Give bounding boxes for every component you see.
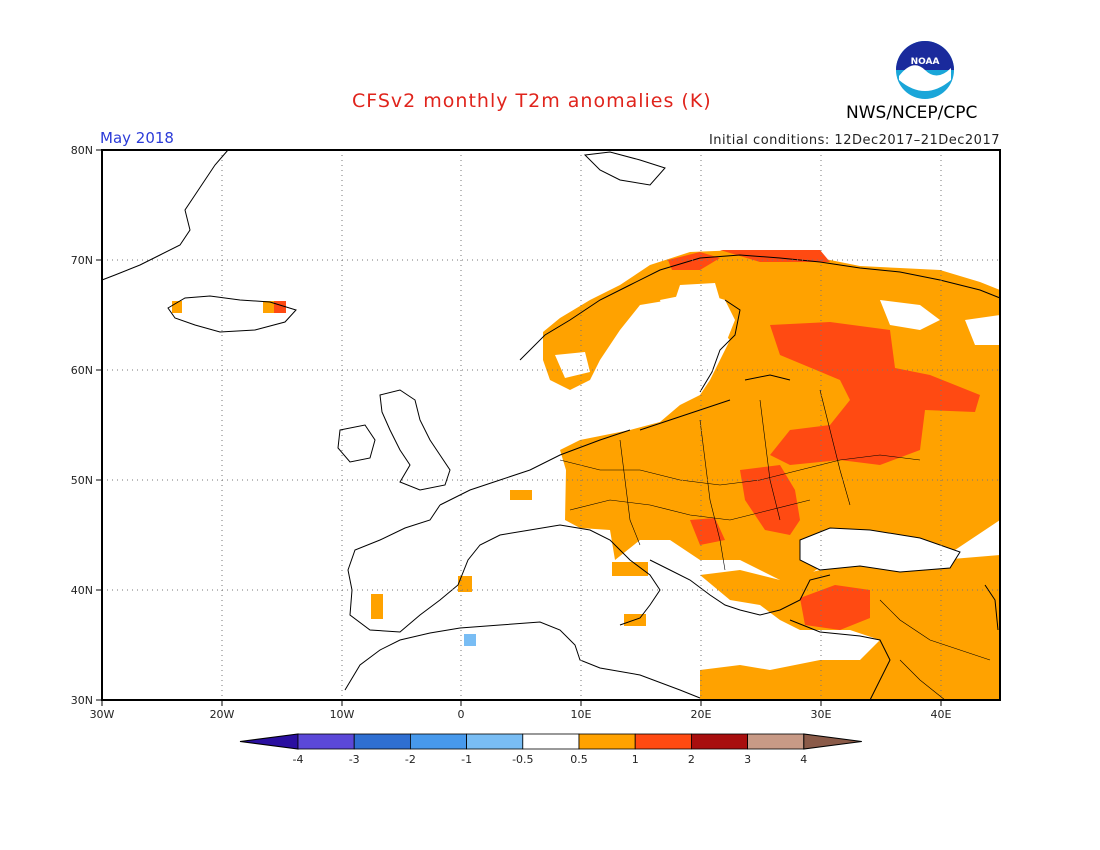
colorbar-swatch bbox=[578, 733, 636, 750]
anomaly-gap-russia-ne bbox=[965, 315, 1000, 345]
map-frame bbox=[101, 149, 1001, 701]
iberia-coast bbox=[347, 504, 661, 633]
svalbard-coast bbox=[583, 151, 666, 186]
lat-label: 40N bbox=[71, 584, 93, 597]
lat-label: 80N bbox=[71, 144, 93, 157]
logo-text: NOAA bbox=[911, 57, 940, 67]
colorbar-swatch bbox=[297, 733, 355, 750]
colorbar-label: -4 bbox=[293, 753, 304, 766]
lon-label: 40E bbox=[931, 708, 952, 721]
colorbar-label: -2 bbox=[405, 753, 416, 766]
balkans-coast bbox=[649, 559, 831, 616]
anomaly-norway-north bbox=[668, 252, 720, 270]
colorbar-swatch bbox=[691, 733, 749, 750]
colorbar-arrow-high bbox=[803, 733, 862, 750]
anomaly-gap-scandinavia bbox=[640, 292, 735, 405]
anomaly-iceland-east bbox=[263, 301, 274, 313]
anomaly-romania bbox=[740, 465, 800, 535]
colorbar-label: -3 bbox=[349, 753, 360, 766]
anomaly-turkey bbox=[800, 585, 870, 630]
anomaly-algeria-cool bbox=[464, 634, 476, 646]
continental-coast bbox=[439, 429, 631, 506]
colorbar-swatch bbox=[634, 733, 692, 750]
north-africa-coast bbox=[344, 621, 701, 699]
greenland-coast bbox=[101, 149, 229, 281]
coastlines bbox=[101, 149, 1001, 701]
colorbar-label: 0.5 bbox=[570, 753, 588, 766]
anomaly-fields bbox=[172, 250, 1000, 700]
colorbar: -4 -3 -2 -1 -0.5 0.5 1 2 3 4 bbox=[239, 733, 862, 766]
lat-label: 30N bbox=[71, 694, 93, 707]
noaa-logo-icon: NOAA bbox=[896, 41, 954, 99]
anomaly-iceland-east-red bbox=[274, 301, 286, 313]
lat-label: 70N bbox=[71, 254, 93, 267]
british-isles-coast bbox=[379, 389, 451, 491]
caspian-coast bbox=[984, 584, 999, 631]
anomaly-balearic bbox=[458, 576, 472, 592]
lon-label: 30W bbox=[90, 708, 115, 721]
iceland-coast bbox=[167, 295, 297, 333]
colorbar-label: -1 bbox=[461, 753, 472, 766]
colorbar-swatch bbox=[409, 733, 467, 750]
anomaly-portugal bbox=[371, 594, 383, 619]
scandinavia-coast bbox=[519, 254, 1001, 361]
anomaly-kola bbox=[720, 250, 830, 262]
ireland-coast bbox=[337, 424, 376, 463]
lat-label: 50N bbox=[71, 474, 93, 487]
black-sea-coast bbox=[799, 527, 961, 573]
agency-label: NWS/NCEP/CPC bbox=[846, 103, 978, 123]
turkey-coast bbox=[789, 619, 891, 701]
baltic-coast bbox=[639, 299, 791, 431]
lon-label: 20E bbox=[691, 708, 712, 721]
lon-label: 10E bbox=[571, 708, 592, 721]
lon-label: 30E bbox=[811, 708, 832, 721]
gridlines bbox=[102, 150, 1000, 700]
lon-label: 20W bbox=[210, 708, 235, 721]
anomaly-gap-russia-north bbox=[880, 300, 940, 330]
colorbar-label: -0.5 bbox=[512, 753, 533, 766]
anomaly-turkey-mideast bbox=[700, 555, 1000, 700]
colorbar-swatch bbox=[353, 733, 411, 750]
ticks bbox=[96, 149, 942, 706]
colorbar-label: 3 bbox=[744, 753, 751, 766]
forecast-period: May 2018 bbox=[100, 129, 174, 147]
anomaly-uk-patch bbox=[510, 490, 532, 500]
initial-conditions: Initial conditions: 12Dec2017–21Dec2017 bbox=[708, 133, 1000, 148]
anomaly-sardinia bbox=[612, 562, 648, 576]
anomaly-russia-west bbox=[770, 322, 980, 465]
colorbar-label: 2 bbox=[688, 753, 695, 766]
lat-label: 60N bbox=[71, 364, 93, 377]
colorbar-label: 1 bbox=[632, 753, 639, 766]
colorbar-label: 4 bbox=[800, 753, 807, 766]
lon-label: 0 bbox=[458, 708, 465, 721]
anomaly-iceland-west bbox=[172, 301, 182, 313]
anomaly-gap-blacksea bbox=[800, 528, 960, 572]
anomaly-gap-finland-north bbox=[675, 283, 720, 310]
colorbar-swatch bbox=[747, 733, 805, 750]
lon-label: 10W bbox=[330, 708, 355, 721]
colorbar-swatch bbox=[466, 733, 524, 750]
country-borders bbox=[559, 389, 991, 701]
anomaly-gap-norway-coast bbox=[555, 352, 590, 378]
colorbar-swatch bbox=[522, 733, 580, 750]
chart-title: CFSv2 monthly T2m anomalies (K) bbox=[352, 90, 712, 112]
colorbar-arrow-low bbox=[239, 733, 299, 750]
